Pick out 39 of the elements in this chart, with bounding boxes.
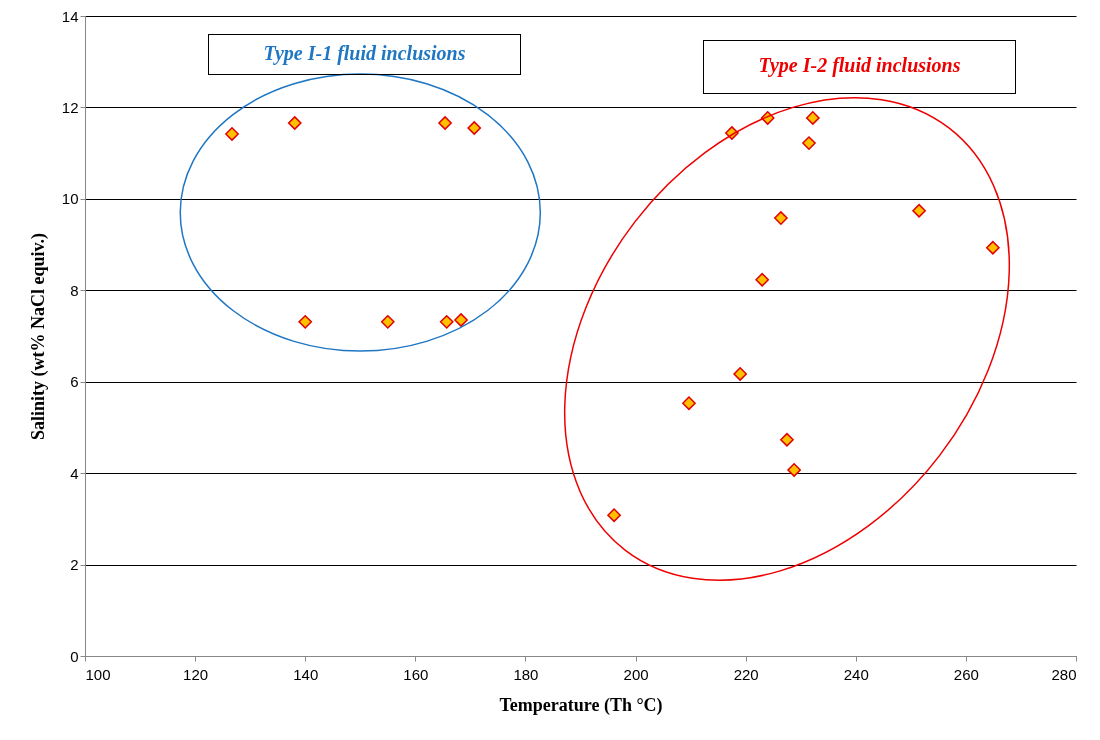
point — [912, 203, 926, 218]
y-axis-title: Salinity (wt% NaCl equiv.) — [27, 232, 49, 441]
y-tick-label: 2 — [70, 556, 79, 574]
point — [607, 508, 621, 523]
point — [780, 432, 794, 447]
point — [774, 211, 788, 225]
point — [380, 314, 395, 329]
point — [467, 121, 482, 135]
x-tick-label: 160 — [403, 665, 429, 683]
point — [287, 116, 302, 130]
point — [985, 240, 1000, 255]
point — [454, 313, 468, 327]
point — [802, 136, 816, 150]
x-axis-title: Temperature (Th °C) — [499, 694, 663, 716]
x-tick-label: 260 — [953, 665, 979, 683]
x-tick-label: 220 — [733, 665, 759, 683]
y-tick-label: 10 — [61, 190, 79, 208]
y-tick-label: 0 — [70, 647, 79, 665]
point — [682, 396, 696, 411]
point — [298, 314, 313, 329]
point — [225, 127, 239, 141]
x-tick-label: 240 — [843, 665, 869, 683]
y-tick-label: 14 — [61, 7, 79, 25]
x-tick-label: 280 — [1051, 665, 1077, 683]
x-tick-label: 120 — [183, 665, 209, 683]
x-tick-label: 140 — [293, 665, 319, 683]
y-tick-label: 4 — [70, 464, 79, 482]
y-tick-label: 8 — [70, 281, 79, 299]
point — [787, 463, 801, 477]
y-tick-label: 6 — [70, 373, 79, 391]
point — [733, 367, 748, 381]
x-tick-label: 100 — [85, 665, 111, 683]
x-tick-label: 180 — [513, 665, 539, 683]
point — [438, 116, 452, 130]
point — [439, 314, 454, 329]
point — [755, 272, 770, 287]
x-tick-label: 200 — [623, 665, 649, 683]
y-tick-label: 12 — [61, 98, 79, 116]
point — [805, 111, 820, 125]
